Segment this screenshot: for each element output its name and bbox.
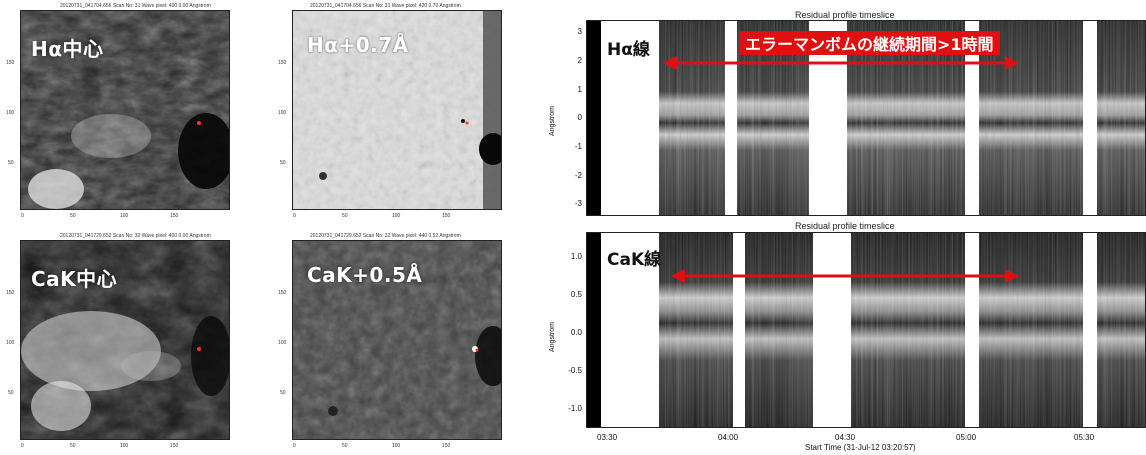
x-tick: 04:30 <box>835 433 856 442</box>
y-axis-label: Angstrom <box>549 106 556 136</box>
x-tick: 0 <box>21 213 24 219</box>
timeslice-title: Residual profile timeslice <box>795 221 895 231</box>
y-tick: -1.0 <box>568 404 582 413</box>
panel-label: Hα+0.7Å <box>307 33 409 57</box>
x-tick: 50 <box>342 443 348 449</box>
timeslice-cak: CaK線 <box>586 232 1146 428</box>
solar-image-cak-wing: CaK+0.5Å <box>292 240 502 440</box>
panel-header: 20120731_041729.652 Scan No: 32 Wave pix… <box>310 233 461 239</box>
duration-arrow <box>663 56 1019 70</box>
y-tick: 100 <box>278 110 287 116</box>
y-tick: 50 <box>8 160 14 166</box>
y-axis-label: Angstrom <box>549 322 556 352</box>
y-tick: -3 <box>574 199 582 208</box>
annotation-text: エラーマンボムの継続期間>1時間 <box>745 35 994 54</box>
x-tick: 100 <box>392 443 401 449</box>
y-tick: 150 <box>278 290 287 296</box>
solar-image-cak-center: CaK中心 <box>20 240 230 440</box>
panel-label: CaK+0.5Å <box>307 263 423 287</box>
y-tick: 150 <box>278 60 287 66</box>
y-tick: 100 <box>6 110 15 116</box>
x-tick: 50 <box>70 213 76 219</box>
timeslice-label: CaK線 <box>607 250 662 270</box>
x-tick: 0 <box>293 213 296 219</box>
x-tick: 100 <box>120 213 129 219</box>
timeslice-texture <box>587 233 1145 427</box>
x-tick: 100 <box>120 443 129 449</box>
x-axis-title: Start Time (31-Jul-12 03:20:57) <box>805 443 916 452</box>
x-tick: 05:00 <box>956 433 977 442</box>
x-tick: 04:00 <box>718 433 739 442</box>
y-tick: 2 <box>577 56 582 65</box>
y-tick: 150 <box>6 290 15 296</box>
x-tick: 50 <box>70 443 76 449</box>
y-tick: -2 <box>574 171 582 180</box>
x-tick: 150 <box>442 443 451 449</box>
panel-label: Hα中心 <box>31 37 104 61</box>
solar-texture <box>293 241 501 439</box>
x-tick: 150 <box>170 213 179 219</box>
y-tick: 0.5 <box>570 290 582 299</box>
y-tick: 150 <box>6 60 15 66</box>
solar-texture <box>21 11 229 209</box>
x-tick: 05:30 <box>1074 433 1095 442</box>
timeslice-label: Hα線 <box>607 40 650 60</box>
y-tick: 0 <box>577 113 582 122</box>
solar-texture <box>21 241 229 439</box>
x-tick: 150 <box>170 443 179 449</box>
x-tick: 0 <box>21 443 24 449</box>
panel-header: 20120731_041729.652 Scan No: 32 Wave pix… <box>60 233 211 239</box>
solar-image-halpha-wing: Hα+0.7Å <box>292 10 502 210</box>
duration-arrow <box>671 269 1019 283</box>
x-tick: 50 <box>342 213 348 219</box>
y-tick: 1 <box>577 85 582 94</box>
x-tick: 150 <box>442 213 451 219</box>
y-tick: -1 <box>574 142 582 151</box>
y-tick: 100 <box>278 340 287 346</box>
timeslice-halpha: Hα線 エラーマンボムの継続期間>1時間 <box>586 20 1146 216</box>
solar-texture <box>293 11 501 209</box>
panel-label: CaK中心 <box>31 267 118 291</box>
panel-header: 20120731_041704.656 Scan No: 31 Wave pix… <box>310 3 461 9</box>
y-tick: 100 <box>6 340 15 346</box>
panel-header: 20120731_041704.656 Scan No: 31 Wave pix… <box>60 3 211 9</box>
y-tick: 1.0 <box>570 252 582 261</box>
annotation-box: エラーマンボムの継続期間>1時間 <box>739 31 1000 55</box>
y-tick: 50 <box>280 390 286 396</box>
y-tick: -0.5 <box>568 366 582 375</box>
y-tick: 50 <box>8 390 14 396</box>
x-tick: 100 <box>392 213 401 219</box>
solar-image-halpha-center: Hα中心 <box>20 10 230 210</box>
x-tick: 03:30 <box>597 433 618 442</box>
x-tick: 0 <box>293 443 296 449</box>
y-tick: 0.0 <box>570 328 582 337</box>
y-tick: 3 <box>577 27 582 36</box>
y-tick: 50 <box>280 160 286 166</box>
timeslice-title: Residual profile timeslice <box>795 10 895 20</box>
